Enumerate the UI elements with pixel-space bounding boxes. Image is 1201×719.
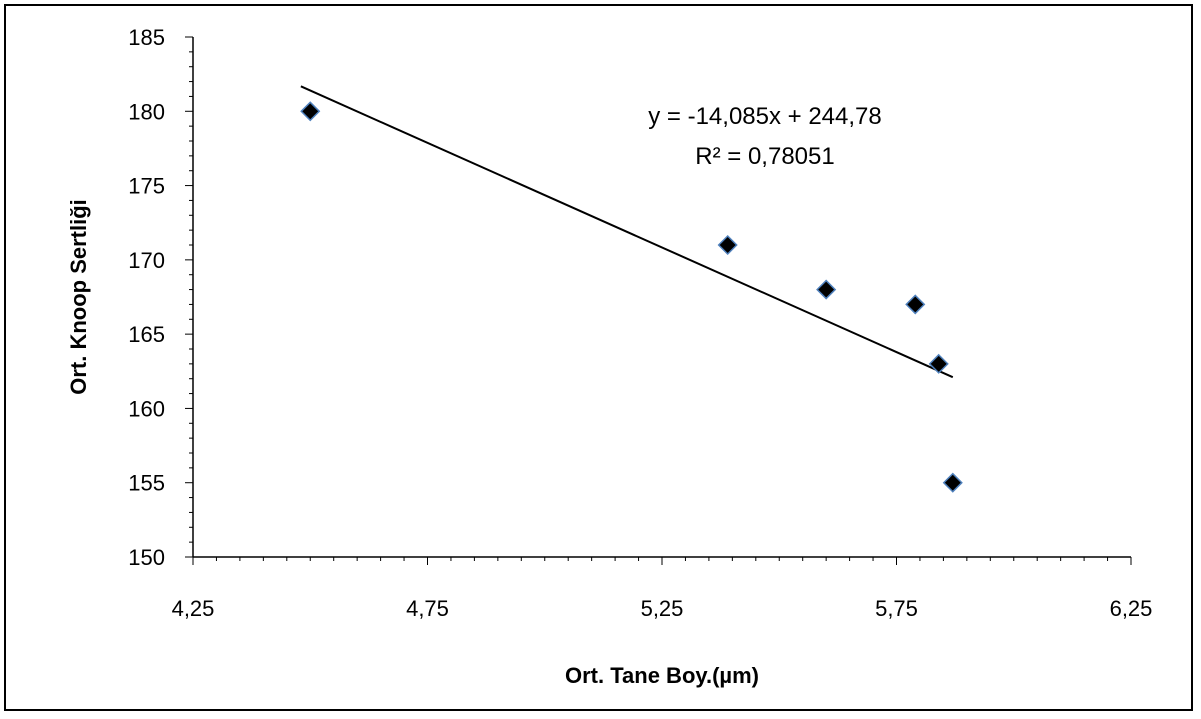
y-tick-label: 160 — [128, 396, 165, 421]
data-points — [300, 101, 963, 493]
data-point — [905, 294, 926, 315]
trendline-r-squared: R² = 0,78051 — [695, 143, 834, 170]
y-tick-label: 175 — [128, 174, 165, 199]
x-axis-title: Ort. Tane Boy.(µm) — [565, 663, 759, 688]
data-point — [717, 234, 738, 256]
y-tick-label: 150 — [128, 545, 165, 570]
trendline — [300, 85, 954, 379]
x-tick-label: 5,25 — [641, 596, 684, 621]
y-tick-label: 165 — [128, 322, 165, 347]
x-tick-label: 4,25 — [172, 596, 215, 621]
data-point — [942, 472, 963, 493]
data-point — [928, 353, 949, 374]
y-tick-label: 170 — [128, 248, 165, 273]
y-tick-labels: 150 155 160 165 170 175 180 185 — [128, 25, 165, 570]
trendline-equation: y = -14,085x + 244,78 — [648, 103, 882, 130]
x-tick-label: 5,75 — [875, 596, 918, 621]
y-tick-label: 185 — [128, 25, 165, 50]
x-tick-label: 6,25 — [1110, 596, 1153, 621]
chart-frame — [4, 4, 1193, 711]
data-point — [816, 279, 837, 300]
y-axis-title: Ort. Knoop Sertliği — [66, 199, 91, 395]
x-tick-label: 4,75 — [406, 596, 449, 621]
data-point — [300, 101, 321, 122]
x-tick-labels: 4,25 4,75 5,25 5,75 6,25 — [172, 596, 1153, 621]
y-tick-label: 155 — [128, 471, 165, 496]
y-tick-label: 180 — [128, 99, 165, 124]
